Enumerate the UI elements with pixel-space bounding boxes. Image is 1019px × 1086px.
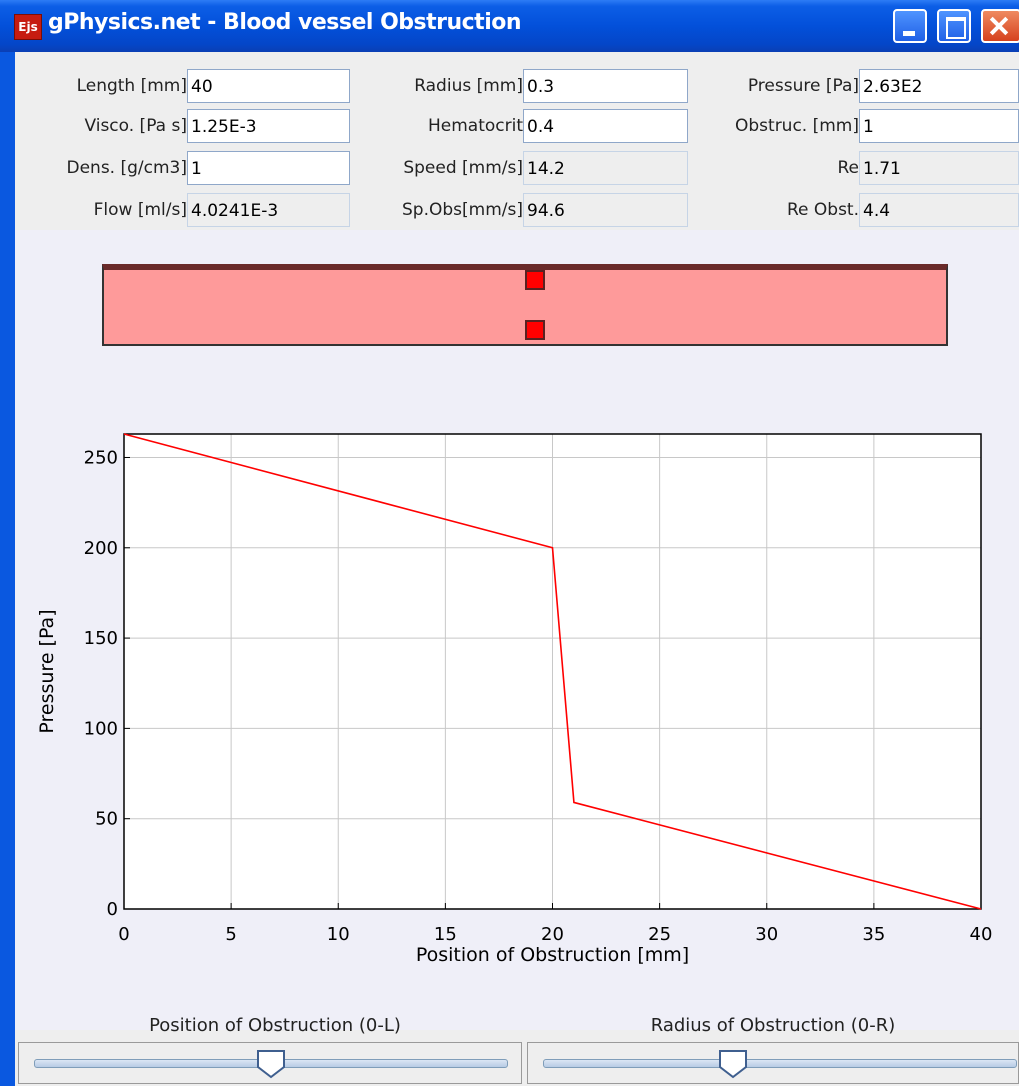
re-output: 1.71 <box>859 151 1019 185</box>
y-axis-label: Pressure [Pa] <box>36 609 58 733</box>
speed-label: Speed [mm/s] <box>403 158 523 178</box>
density-label: Dens. [g/cm3] <box>66 158 188 178</box>
y-tick-label: 0 <box>107 899 118 920</box>
position-slider-label: Position of Obstruction (0-L) <box>149 1015 401 1036</box>
close-button[interactable] <box>981 9 1019 43</box>
x-tick-label: 10 <box>327 924 350 945</box>
pressure-input[interactable]: 2.63E2 <box>859 69 1019 103</box>
viscosity-label: Visco. [Pa s] <box>84 116 187 136</box>
radius-slider[interactable] <box>527 1042 1019 1084</box>
parameter-panel: Length [mm] 40 Radius [mm] 0.3 Pressure … <box>15 52 1019 230</box>
length-label: Length [mm] <box>76 76 187 96</box>
position-slider[interactable] <box>18 1042 522 1084</box>
x-tick-label: 25 <box>648 924 671 945</box>
speed-obs-output: 94.6 <box>523 193 688 227</box>
re-obs-output: 4.4 <box>859 193 1019 227</box>
re-obs-label: Re Obst. <box>786 200 859 220</box>
radius-slider-label: Radius of Obstruction (0-R) <box>650 1015 896 1036</box>
flow-label: Flow [ml/s] <box>93 200 187 220</box>
maximize-button[interactable] <box>937 9 971 43</box>
obstruction-input[interactable]: 1 <box>859 109 1019 143</box>
x-tick-label: 20 <box>541 924 564 945</box>
obstruction-label: Obstruc. [mm] <box>735 116 859 136</box>
x-tick-label: 0 <box>118 924 129 945</box>
hematocrit-label: Hematocrit <box>427 116 523 136</box>
y-tick-label: 100 <box>84 718 118 739</box>
pressure-line <box>123 433 982 910</box>
speed-obs-label: Sp.Obs[mm/s] <box>402 200 523 220</box>
pressure-label: Pressure [Pa] <box>747 76 859 96</box>
radius-input[interactable]: 0.3 <box>523 69 688 103</box>
flow-output: 4.0241E-3 <box>187 193 350 227</box>
density-input[interactable]: 1 <box>187 151 350 185</box>
ejs-app-icon[interactable]: Ejs <box>14 14 42 40</box>
speed-output: 14.2 <box>523 151 688 185</box>
x-tick-label: 40 <box>970 924 993 945</box>
minimize-button[interactable] <box>893 9 927 43</box>
plot-frame <box>123 433 982 910</box>
x-tick-label: 30 <box>755 924 778 945</box>
x-axis-label: Position of Obstruction [mm] <box>416 944 689 966</box>
radius-label: Radius [mm] <box>414 76 523 96</box>
re-label: Re <box>837 158 859 178</box>
title-bar[interactable]: Ejs gPhysics.net - Blood vessel Obstruct… <box>0 0 1019 52</box>
position-slider-thumb[interactable] <box>256 1049 286 1079</box>
obstruction-bottom[interactable] <box>525 320 545 340</box>
hematocrit-input[interactable]: 0.4 <box>523 109 688 143</box>
viscosity-input[interactable]: 1.25E-3 <box>187 109 350 143</box>
pressure-plot: 0 5 10 15 20 25 30 35 40 0 50 100 150 200 250 Position … <box>36 433 993 966</box>
y-tick-label: 250 <box>84 447 118 468</box>
x-tick-label: 15 <box>434 924 457 945</box>
client-area: Length [mm] 40 Radius [mm] 0.3 Pressure … <box>15 52 1019 1086</box>
obstruction-top[interactable] <box>525 270 545 290</box>
blood-vessel <box>102 264 948 346</box>
length-input[interactable]: 40 <box>187 69 350 103</box>
y-tick-label: 150 <box>84 628 118 649</box>
radius-slider-thumb[interactable] <box>718 1049 748 1079</box>
radius-slider-track[interactable] <box>543 1059 1017 1068</box>
y-tick-label: 50 <box>95 809 118 830</box>
x-tick-label: 5 <box>225 924 236 945</box>
window-title: gPhysics.net - Blood vessel Obstruction <box>48 10 522 35</box>
y-tick-label: 200 <box>84 538 118 559</box>
x-tick-label: 35 <box>862 924 885 945</box>
